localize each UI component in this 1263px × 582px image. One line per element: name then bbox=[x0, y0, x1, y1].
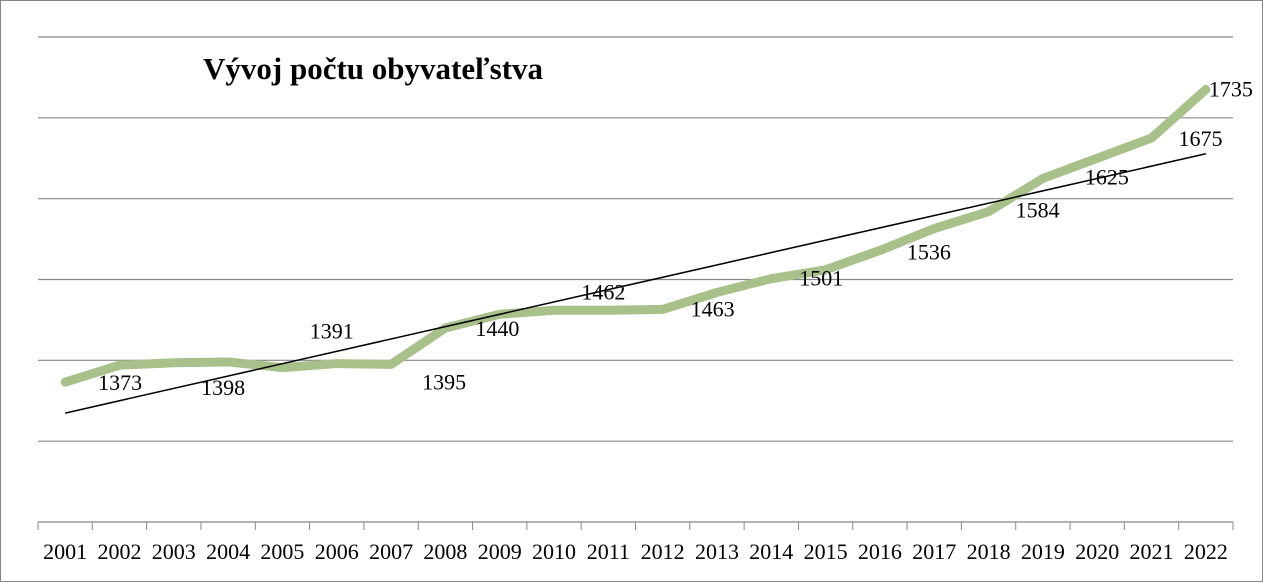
x-tick-label: 2002 bbox=[97, 539, 141, 564]
x-tick-label: 2011 bbox=[587, 539, 630, 564]
x-tick-label: 2003 bbox=[152, 539, 196, 564]
x-tick-label: 2007 bbox=[369, 539, 413, 564]
x-tick-label: 2017 bbox=[912, 539, 956, 564]
data-label: 1501 bbox=[799, 266, 843, 291]
data-label: 1391 bbox=[310, 319, 354, 344]
data-label: 1373 bbox=[98, 370, 142, 395]
x-tick-label: 2001 bbox=[43, 539, 87, 564]
data-label: 1625 bbox=[1085, 165, 1129, 190]
data-label: 1398 bbox=[201, 375, 245, 400]
x-tick-label: 2004 bbox=[206, 539, 250, 564]
x-tick-label: 2013 bbox=[695, 539, 739, 564]
x-tick-label: 2019 bbox=[1021, 539, 1065, 564]
x-tick-label: 2012 bbox=[641, 539, 685, 564]
x-tick-label: 2016 bbox=[858, 539, 902, 564]
x-tick-label: 2015 bbox=[804, 539, 848, 564]
data-label: 1440 bbox=[475, 316, 519, 341]
data-line bbox=[60, 85, 1211, 387]
x-tick-label: 2018 bbox=[967, 539, 1011, 564]
x-tick-label: 2022 bbox=[1184, 539, 1228, 564]
x-tick-label: 2020 bbox=[1075, 539, 1119, 564]
x-tick-label: 2005 bbox=[260, 539, 304, 564]
x-tick-label: 2009 bbox=[478, 539, 522, 564]
data-label: 1735 bbox=[1209, 77, 1253, 102]
trendline bbox=[64, 153, 1207, 414]
data-label: 1395 bbox=[422, 369, 466, 394]
data-label: 1675 bbox=[1179, 126, 1223, 151]
data-label: 1463 bbox=[691, 296, 735, 321]
chart-title: Vývoj počtu obyvateľstva bbox=[203, 51, 544, 86]
x-tick-label: 2006 bbox=[315, 539, 359, 564]
data-label: 1584 bbox=[1016, 198, 1060, 223]
x-tick-label: 2010 bbox=[532, 539, 576, 564]
data-label: 1536 bbox=[907, 239, 951, 264]
x-tick-label: 2014 bbox=[749, 539, 793, 564]
x-tick-label: 2008 bbox=[423, 539, 467, 564]
data-label: 1462 bbox=[581, 279, 625, 304]
x-tick-label: 2021 bbox=[1130, 539, 1174, 564]
